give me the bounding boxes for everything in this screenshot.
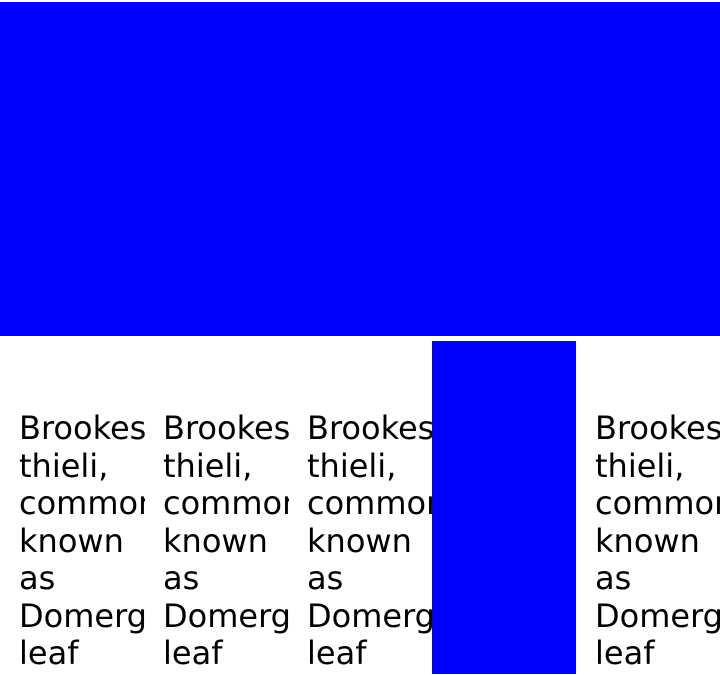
column-line: thieli, [163, 446, 253, 485]
column-line: Domergue's [595, 596, 720, 635]
column-line: Domergue's [163, 596, 289, 635]
text-column-3: Brookes thieli, commonly known as Domerg… [307, 410, 433, 673]
text-column-2: Brookes thieli, commonly known as Domerg… [163, 410, 289, 673]
column-line: as [307, 559, 344, 597]
column-line: commonly [163, 484, 289, 522]
column-line: known [163, 521, 268, 560]
text-column-1: Brookes thieli, commonly known as Domerg… [19, 410, 145, 673]
column-line: known [595, 521, 700, 560]
column-line: as [163, 559, 200, 597]
column-line: leaf [307, 634, 367, 672]
column-line: Brookes [19, 410, 145, 447]
column-line: as [19, 559, 56, 597]
blue-block [432, 341, 576, 674]
text-column-4: Brookes thieli, commonly known as Domerg… [595, 410, 720, 673]
blue-banner [0, 2, 720, 336]
column-line: Brookes [163, 410, 289, 447]
column-line: commonly [19, 484, 145, 522]
column-line: thieli, [19, 446, 109, 485]
column-line: commonly [595, 484, 720, 522]
column-line: leaf [19, 634, 79, 672]
column-line: known [307, 521, 412, 560]
column-line: thieli, [595, 446, 685, 485]
column-line: leaf [595, 634, 655, 672]
column-line: commonly [307, 484, 433, 522]
column-line: Brookes [307, 410, 433, 447]
column-line: known [19, 521, 124, 560]
column-line: leaf [163, 634, 223, 672]
column-line: Brookes [595, 410, 720, 447]
column-line: thieli, [307, 446, 397, 485]
column-line: as [595, 559, 632, 597]
column-line: Domergue's [19, 596, 145, 635]
column-line: Domergue's [307, 596, 433, 635]
